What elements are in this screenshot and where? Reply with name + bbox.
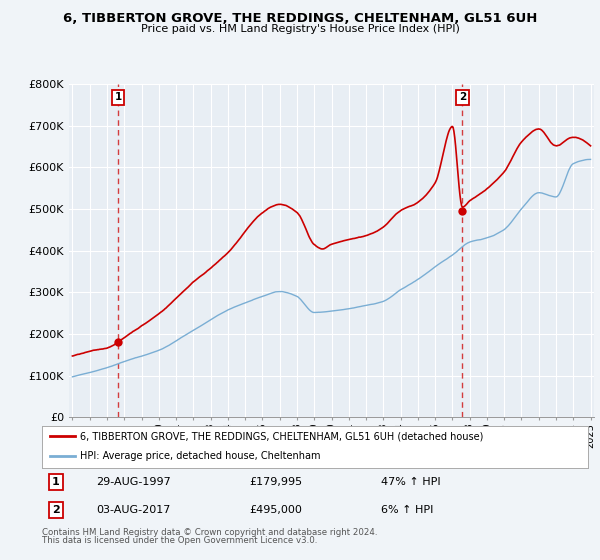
Text: 2: 2 [52,505,59,515]
Text: 1: 1 [115,92,122,102]
Text: Price paid vs. HM Land Registry's House Price Index (HPI): Price paid vs. HM Land Registry's House … [140,24,460,34]
Text: 03-AUG-2017: 03-AUG-2017 [97,505,171,515]
Text: 2: 2 [459,92,466,102]
Text: 6% ↑ HPI: 6% ↑ HPI [380,505,433,515]
Text: This data is licensed under the Open Government Licence v3.0.: This data is licensed under the Open Gov… [42,536,317,545]
Text: 6, TIBBERTON GROVE, THE REDDINGS, CHELTENHAM, GL51 6UH: 6, TIBBERTON GROVE, THE REDDINGS, CHELTE… [63,12,537,25]
Text: £179,995: £179,995 [250,477,302,487]
Text: HPI: Average price, detached house, Cheltenham: HPI: Average price, detached house, Chel… [80,451,321,461]
Text: Contains HM Land Registry data © Crown copyright and database right 2024.: Contains HM Land Registry data © Crown c… [42,528,377,536]
Text: 29-AUG-1997: 29-AUG-1997 [97,477,172,487]
Text: 6, TIBBERTON GROVE, THE REDDINGS, CHELTENHAM, GL51 6UH (detached house): 6, TIBBERTON GROVE, THE REDDINGS, CHELTE… [80,431,484,441]
Text: 47% ↑ HPI: 47% ↑ HPI [380,477,440,487]
Text: £495,000: £495,000 [250,505,302,515]
Text: 1: 1 [52,477,59,487]
